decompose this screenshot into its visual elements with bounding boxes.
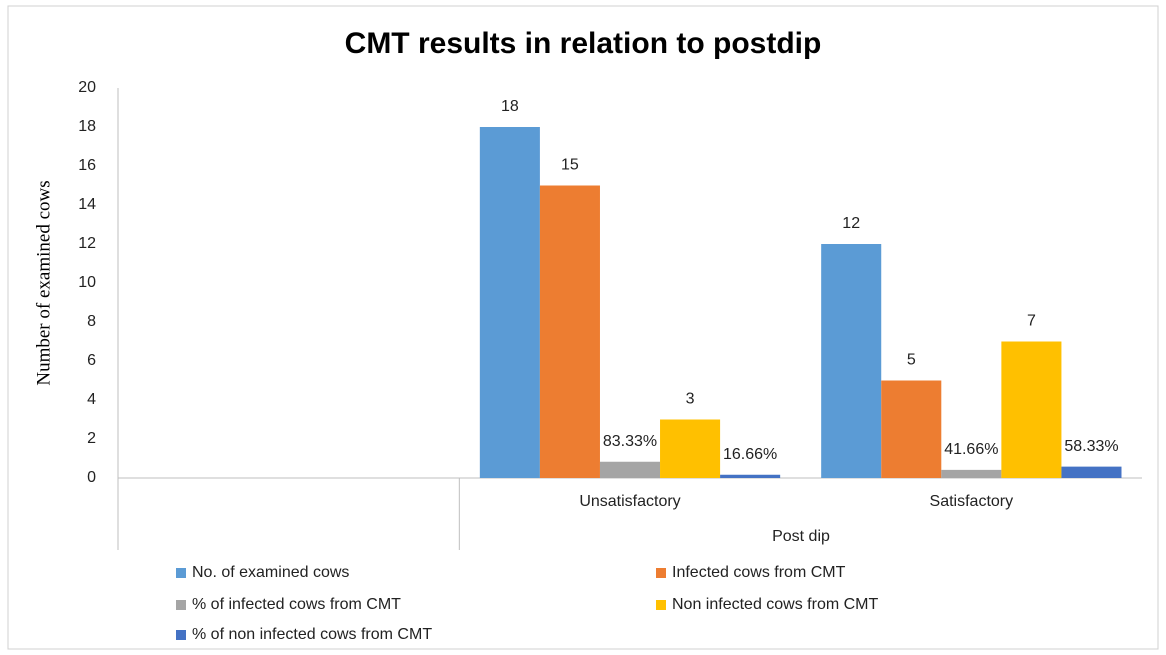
bar	[479, 127, 540, 478]
legend-swatch	[656, 568, 666, 578]
bar	[539, 185, 600, 478]
y-tick-label: 8	[87, 313, 96, 330]
data-label: 16.66%	[723, 446, 777, 463]
data-label: 5	[907, 352, 916, 369]
legend-swatch	[656, 600, 666, 610]
y-tick-label: 18	[78, 118, 96, 135]
y-tick-label: 6	[87, 352, 96, 369]
bar	[1001, 341, 1062, 478]
bar	[599, 461, 661, 478]
legend-swatch	[176, 630, 186, 640]
bar	[720, 474, 781, 478]
data-label: 83.33%	[603, 433, 657, 450]
legend-label: Non infected cows from CMT	[672, 596, 879, 613]
chart-frame	[7, 5, 1159, 650]
y-tick-label: 4	[87, 391, 96, 408]
data-label: 41.66%	[944, 441, 998, 458]
bar	[821, 244, 882, 478]
data-label: 12	[842, 215, 860, 232]
y-tick-label: 12	[78, 235, 96, 252]
data-label: 15	[561, 157, 579, 174]
chart-title: CMT results in relation to postdip	[345, 27, 822, 60]
y-tick-label: 10	[78, 274, 96, 291]
y-axis-label: Number of examined cows	[33, 180, 54, 385]
bar	[1061, 466, 1122, 478]
bar	[881, 380, 942, 478]
data-label: 58.33%	[1064, 438, 1118, 455]
y-tick-label: 0	[87, 469, 96, 486]
y-tick-label: 14	[78, 196, 96, 213]
y-tick-label: 20	[78, 79, 96, 96]
x-tick-label: Satisfactory	[930, 493, 1014, 510]
bar	[941, 469, 1002, 478]
legend-label: % of non infected cows from CMT	[192, 626, 432, 643]
legend-swatch	[176, 568, 186, 578]
legend-label: Infected cows from CMT	[672, 564, 846, 581]
legend-swatch	[176, 600, 186, 610]
y-tick-label: 16	[78, 157, 96, 174]
legend-label: No. of examined cows	[192, 564, 349, 581]
data-label: 7	[1027, 313, 1036, 330]
y-tick-label: 2	[87, 430, 96, 447]
x-tick-label: Unsatisfactory	[579, 493, 680, 510]
legend-label: % of infected cows from CMT	[192, 596, 401, 613]
data-label: 18	[501, 98, 519, 115]
bar	[660, 419, 721, 478]
x-axis-label: Post dip	[772, 528, 830, 545]
data-label: 3	[686, 391, 695, 408]
